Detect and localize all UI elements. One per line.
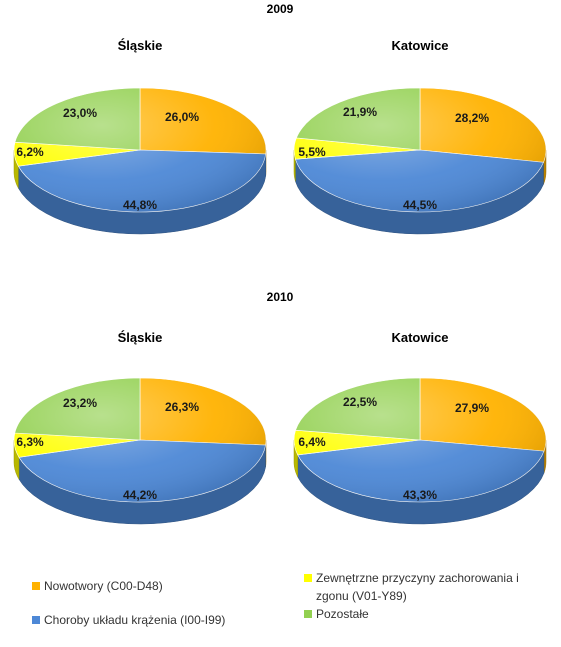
year-title-2009: 2009 xyxy=(267,2,294,16)
data-label-krazenie: 44,2% xyxy=(123,488,157,502)
pie-title-katowice: Katowice xyxy=(391,38,448,53)
data-label-nowotwory: 27,9% xyxy=(455,401,489,415)
data-label-zewnetrzne: 5,5% xyxy=(298,145,326,159)
pie-gloss xyxy=(294,88,546,212)
pie-title-śląskie: Śląskie xyxy=(118,330,163,345)
legend-item-nowotwory: Nowotwory (C00-D48) xyxy=(32,577,272,595)
data-label-pozostale: 22,5% xyxy=(343,395,377,409)
data-label-pozostale: 23,0% xyxy=(63,106,97,120)
legend-item-pozostale: Pozostałe xyxy=(304,605,504,623)
legend-label-zewnetrzne: Zewnętrzne przyczyny zachorowania i zgon… xyxy=(316,571,519,603)
pie-gloss xyxy=(14,88,266,212)
data-label-pozostale: 23,2% xyxy=(63,396,97,410)
data-label-krazenie: 43,3% xyxy=(403,488,437,502)
data-label-pozostale: 21,9% xyxy=(343,105,377,119)
pie-title-katowice: Katowice xyxy=(391,330,448,345)
pie-gloss xyxy=(14,378,266,502)
legend-label-nowotwory: Nowotwory (C00-D48) xyxy=(44,579,163,593)
pie-charts-figure: 2009 Śląskie 26,0% 44,8% 6,2% 23,0% Katowice 28… xyxy=(13,2,547,525)
pie-katowice-2010: 27,9% 43,3% 6,4% 22,5% xyxy=(293,377,547,525)
legend-swatch-pozostale xyxy=(304,610,312,618)
legend-swatch-krazenie xyxy=(32,616,40,624)
legend-swatch-nowotwory xyxy=(32,582,40,590)
legend-item-zewnetrzne: Zewnętrzne przyczyny zachorowania i zgon… xyxy=(304,569,554,605)
data-label-nowotwory: 26,0% xyxy=(165,110,199,124)
data-label-krazenie: 44,8% xyxy=(123,198,157,212)
data-label-zewnetrzne: 6,2% xyxy=(16,145,44,159)
legend-label-pozostale: Pozostałe xyxy=(316,607,369,621)
pie-śląskie-2010: 26,3% 44,2% 6,3% 23,2% xyxy=(13,377,267,525)
legend-swatch-zewnetrzne xyxy=(304,574,312,582)
legend-item-krazenie: Choroby układu krążenia (I00-I99) xyxy=(32,611,292,629)
data-label-nowotwory: 28,2% xyxy=(455,111,489,125)
data-label-nowotwory: 26,3% xyxy=(165,400,199,414)
pie-title-śląskie: Śląskie xyxy=(118,38,163,53)
data-label-zewnetrzne: 6,4% xyxy=(298,435,326,449)
chart-legend: Nowotwory (C00-D48) Zewnętrzne przyczyny… xyxy=(0,565,561,645)
data-label-krazenie: 44,5% xyxy=(403,198,437,212)
pie-katowice-2009: 28,2% 44,5% 5,5% 21,9% xyxy=(293,87,547,235)
pie-śląskie-2009: 26,0% 44,8% 6,2% 23,0% xyxy=(13,87,267,235)
pie-gloss xyxy=(294,378,546,502)
year-title-2010: 2010 xyxy=(267,290,294,304)
legend-label-krazenie: Choroby układu krążenia (I00-I99) xyxy=(44,613,226,627)
data-label-zewnetrzne: 6,3% xyxy=(16,435,44,449)
